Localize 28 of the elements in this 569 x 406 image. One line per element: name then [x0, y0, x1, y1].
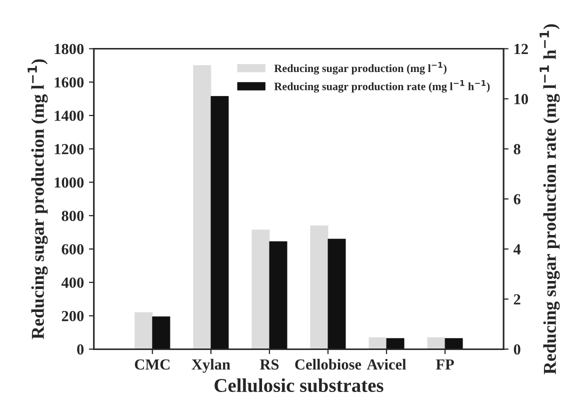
y2-axis-title: Reducing sugar production rate (mg l$^{−1}$ h$^{−1}$)	[540, 24, 560, 374]
y2-tick-label: 10	[514, 94, 528, 104]
y-tick-label: 800	[62, 210, 84, 222]
y-tick-label: 600	[62, 244, 84, 254]
y2-tick-label: 0	[514, 344, 520, 355]
y-tick-label: 1000	[54, 177, 84, 188]
y-tick-label: 1200	[54, 144, 84, 154]
x-tick-label: Xylan	[192, 358, 230, 373]
y2-tick-label: 6	[514, 194, 520, 204]
y2-tick-label: 2	[514, 294, 520, 304]
x-tick-label: FP	[436, 359, 454, 370]
y2-tick-label: 8	[514, 144, 520, 154]
y-tick-label: 1400	[54, 110, 84, 121]
x-tick-label: Cellobiose	[295, 358, 362, 370]
y2-tick-label: 4	[513, 244, 521, 254]
y-tick-label: 200	[62, 310, 84, 322]
legend-label: Reducing suagr production rate (mg l$^{−1}$ h$^{−1}$)	[274, 80, 490, 93]
y-tick-label: 1600	[54, 77, 84, 88]
x-tick-label: CMC	[134, 359, 170, 370]
legend-label: Reducing sugar production (mg l$^{−1}$)	[274, 62, 446, 74]
y-tick-label: 0	[77, 344, 84, 355]
y-axis-title: Reducing sugar production (mg l$^{−1}$)	[28, 59, 48, 340]
y-tick-label: 400	[61, 278, 84, 288]
x-tick-label: RS	[260, 359, 279, 370]
x-axis-title: Cellulosic substrates	[214, 378, 384, 392]
y-tick-label: 1800	[54, 44, 84, 54]
y2-tick-label: 12	[514, 44, 528, 54]
x-tick-label: Avicel	[366, 358, 406, 370]
